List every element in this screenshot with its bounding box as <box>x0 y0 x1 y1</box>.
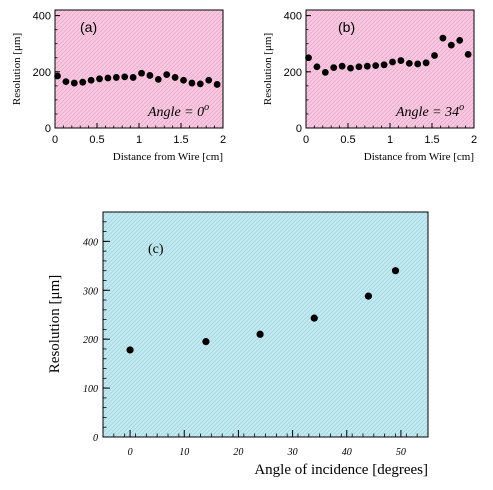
y-tick-label: 200 <box>83 335 98 346</box>
y-axis-ticks-b: 0 200 400 <box>284 11 311 135</box>
data-point <box>391 267 400 275</box>
y-tick-label: 300 <box>82 286 98 297</box>
data-point <box>405 59 413 67</box>
x-tick-label: 0.5 <box>89 134 104 146</box>
x-axis-ticks-b: 0 0.5 1 1.5 2 <box>303 123 477 146</box>
data-point <box>439 34 447 42</box>
data-point <box>321 68 329 76</box>
data-point <box>188 79 196 87</box>
y-tick-label: 200 <box>33 67 51 79</box>
data-point <box>138 69 145 77</box>
data-point <box>171 74 179 81</box>
data-point <box>310 314 318 322</box>
chart-panel-c: 0 100 200 300 400 0 10 20 30 40 50 (c) Angle of i… <box>47 211 429 478</box>
data-point <box>129 74 137 81</box>
data-point <box>330 64 338 71</box>
data-point <box>112 74 120 81</box>
data-point <box>397 57 405 64</box>
x-tick-label: 0.5 <box>340 134 355 146</box>
data-point <box>205 76 213 84</box>
annotation-a: Angle = 0o <box>147 102 209 120</box>
data-point <box>62 78 70 86</box>
data-points-a <box>54 69 221 88</box>
data-point <box>256 330 264 338</box>
chart-panel-a: 0 200 400 0 0.5 1 1.5 2 (a) Angle = 0o Distanc… <box>11 9 226 163</box>
x-tick-label: 10 <box>179 447 189 458</box>
y-axis-ticks-c: 0 100 200 300 400 <box>82 211 110 444</box>
x-axis-label-c: Angle of incidence [degrees] <box>254 462 428 478</box>
data-point <box>87 76 95 84</box>
panel-label-c: (c) <box>148 242 164 257</box>
y-tick-label: 400 <box>33 11 51 23</box>
data-point <box>79 78 87 86</box>
y-tick-label: 0 <box>93 433 98 444</box>
y-tick-label: 400 <box>284 11 302 23</box>
data-point <box>422 59 430 67</box>
y-tick-label: 200 <box>284 67 302 79</box>
y-axis-label-b: Resolution [μm] <box>262 33 274 105</box>
x-tick-label: 40 <box>342 447 352 458</box>
data-point <box>372 62 380 70</box>
data-point <box>431 52 438 59</box>
x-tick-label: 1.5 <box>424 134 439 146</box>
data-point <box>213 81 221 88</box>
data-point <box>305 54 312 62</box>
data-point <box>70 79 78 87</box>
data-points-c <box>126 267 400 354</box>
data-point <box>414 60 422 68</box>
annotation-b: Angle = 34o <box>395 102 464 120</box>
data-point <box>364 292 373 300</box>
x-tick-label: 0 <box>128 447 133 458</box>
data-point <box>126 346 134 354</box>
x-tick-label: 2 <box>471 134 477 146</box>
data-point <box>347 64 354 72</box>
y-axis-label-a: Resolution [μm] <box>11 33 23 105</box>
x-tick-label: 30 <box>287 447 298 458</box>
data-point <box>180 76 187 84</box>
data-point <box>104 74 112 82</box>
data-point <box>154 75 162 83</box>
data-point <box>54 72 61 80</box>
y-axis-label-c: Resolution [μm] <box>47 275 63 373</box>
data-point <box>121 73 129 81</box>
data-point <box>464 50 472 58</box>
x-tick-label: 0 <box>303 134 309 146</box>
panel-label-b: (b) <box>338 19 355 35</box>
x-tick-label: 0 <box>52 134 58 146</box>
x-tick-label: 2 <box>220 134 226 146</box>
plot-area-a <box>54 9 224 129</box>
x-tick-label: 1.5 <box>173 134 188 146</box>
data-point <box>202 338 210 346</box>
data-point <box>389 58 396 66</box>
x-tick-label: 1 <box>387 134 393 146</box>
data-point <box>447 41 455 49</box>
y-tick-label: 0 <box>45 123 51 135</box>
x-axis-label-a: Distance from Wire [cm] <box>113 151 223 163</box>
x-tick-label: 1 <box>136 134 142 146</box>
data-point <box>146 72 154 79</box>
panel-label-a: (a) <box>80 19 97 35</box>
x-tick-label: 20 <box>233 447 243 458</box>
data-point <box>338 62 346 70</box>
y-tick-label: 0 <box>296 123 302 135</box>
data-point <box>196 80 204 88</box>
x-axis-label-b: Distance from Wire [cm] <box>364 151 474 163</box>
data-point <box>355 63 363 71</box>
data-points-b <box>305 34 472 76</box>
data-point <box>163 71 171 79</box>
data-point <box>96 75 103 83</box>
y-tick-label: 100 <box>83 384 98 395</box>
plot-area-c <box>102 211 429 438</box>
x-axis-ticks-a: 0 0.5 1 1.5 2 <box>52 123 226 146</box>
data-point <box>313 63 321 71</box>
data-point <box>380 61 388 69</box>
data-point <box>363 62 371 70</box>
data-point <box>456 36 464 44</box>
y-axis-ticks-a: 0 200 400 <box>33 11 60 135</box>
y-tick-label: 400 <box>83 237 98 248</box>
x-tick-label: 50 <box>396 447 406 458</box>
chart-panel-b: 0 200 400 0 0.5 1 1.5 2 (b) Angle = 34o Distan… <box>262 9 477 163</box>
x-axis-ticks-c: 0 10 20 30 40 50 <box>102 430 429 458</box>
